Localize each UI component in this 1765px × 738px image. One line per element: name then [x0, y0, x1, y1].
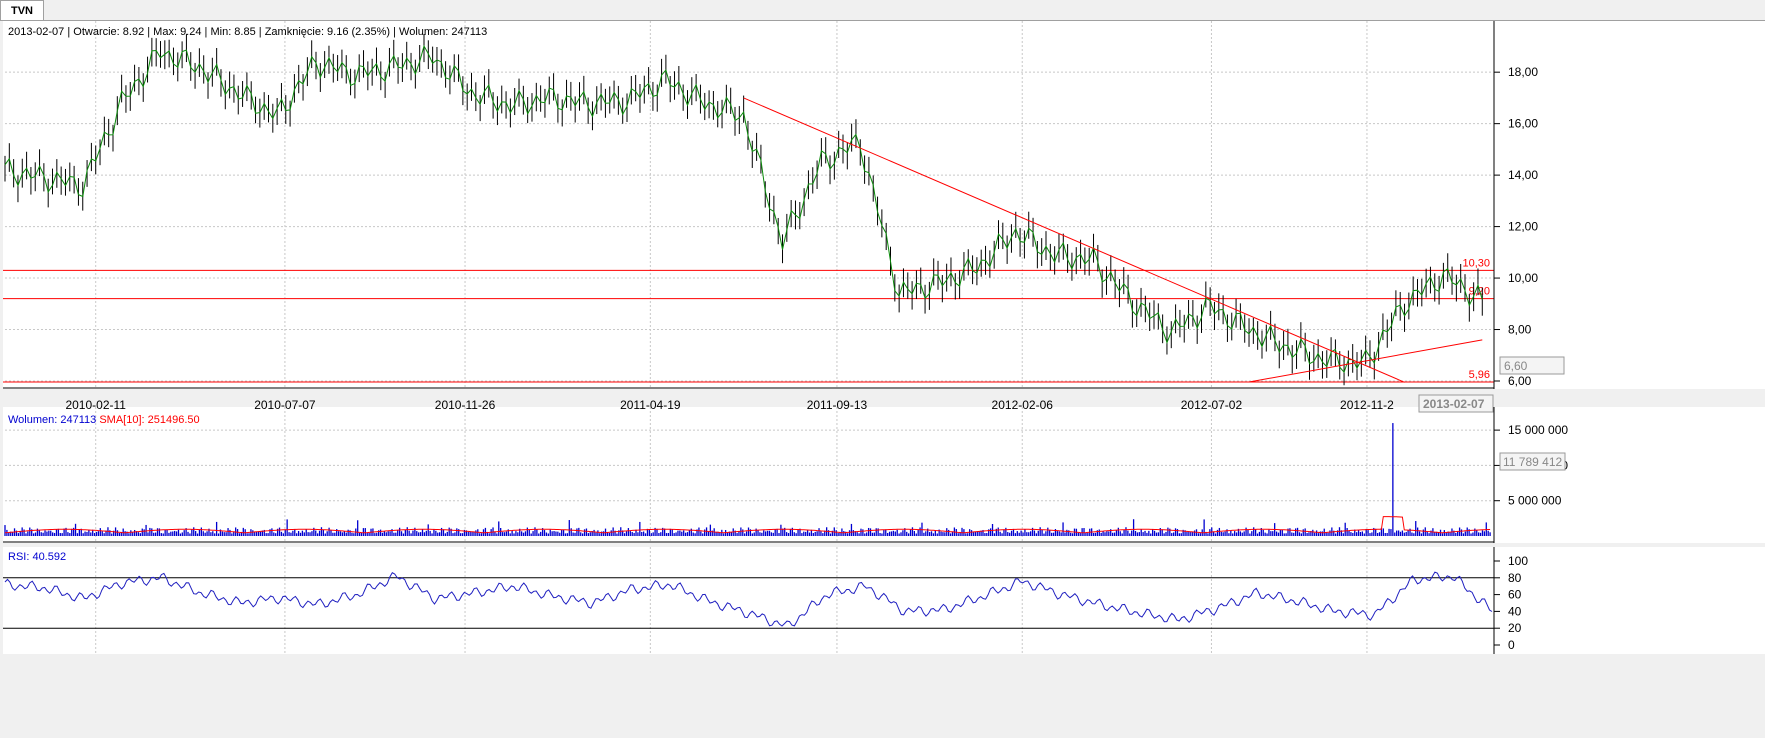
- trend-lines: [743, 97, 1483, 383]
- current-volume-badge: 11 789 412: [1503, 455, 1562, 469]
- y-tick-label: 14,00: [1508, 168, 1538, 182]
- tab-tvn[interactable]: TVN: [0, 0, 44, 20]
- y-tick-label: 40: [1508, 604, 1522, 618]
- price-panel[interactable]: [3, 21, 1765, 389]
- rsi-line: [4, 571, 1493, 627]
- volume-panel[interactable]: [3, 407, 1765, 543]
- y-tick-label: 20: [1508, 621, 1522, 635]
- y-tick-label: 60: [1508, 588, 1522, 602]
- price-level-label: 5,96: [1469, 369, 1490, 381]
- x-tick-label: 2010-07-07: [254, 398, 316, 412]
- grid: [3, 21, 1494, 654]
- x-tick-label: 2012-11-2: [1340, 398, 1394, 412]
- y-tick-label: 8,00: [1508, 323, 1532, 337]
- price-line: [4, 44, 1483, 374]
- price-badge-box: [1499, 356, 1565, 375]
- y-tick-label: 100: [1508, 554, 1528, 568]
- price-level-label: 10,30: [1462, 257, 1490, 269]
- current-price-badge: 6,60: [1504, 359, 1528, 373]
- price-series: [4, 33, 1483, 386]
- y-tick-label: 15 000 000: [1508, 423, 1568, 437]
- x-tick-label: 2011-04-19: [620, 398, 681, 412]
- y-tick-label: 6,00: [1508, 374, 1532, 388]
- rsi-legend: RSI: 40.592: [8, 551, 66, 563]
- y-tick-label: 80: [1508, 571, 1522, 585]
- y-tick-label: 5 000 000: [1508, 494, 1562, 508]
- volume-badge-box: [1499, 452, 1566, 471]
- current-date-badge: 2013-02-07: [1423, 397, 1485, 411]
- x-tick-label: 2010-02-11: [65, 398, 126, 412]
- tab-bar: TVN: [0, 0, 1765, 21]
- volume-sma-line: [4, 516, 1491, 534]
- trend-line: [743, 97, 1405, 383]
- x-tick-label: 2012-02-06: [992, 398, 1054, 412]
- rsi-panel[interactable]: [3, 547, 1765, 654]
- volume-bars: [4, 423, 1491, 536]
- y-tick-label: 10,00: [1508, 271, 1538, 285]
- header-info: 2013-02-07 | Otwarcie: 8.92 | Max: 9.24 …: [8, 26, 487, 38]
- x-tick-label: 2010-11-26: [435, 398, 496, 412]
- price-horizontal-lines: 10,30 9,20 5,96: [3, 257, 1494, 383]
- y-tick-label: 16,00: [1508, 117, 1538, 131]
- volume-legend: Wolumen: 247113 SMA[10]: 251496.50: [8, 414, 200, 426]
- x-tick-label: 2012-07-02: [1181, 398, 1243, 412]
- x-tick-label: 2011-09-13: [807, 398, 868, 412]
- rsi-series: [4, 571, 1493, 627]
- chart-canvas[interactable]: 10,30 9,20 5,96 2010-02-11 2010-07-07 2010-1…: [0, 21, 1765, 738]
- y-tick-label: 18,00: [1508, 65, 1538, 79]
- price-level-label: 9,20: [1469, 286, 1490, 298]
- trend-line: [1248, 339, 1483, 383]
- y-tick-label: 12,00: [1508, 220, 1538, 234]
- date-badge-box: [1418, 394, 1494, 413]
- y-tick-label: 0: [1508, 638, 1515, 652]
